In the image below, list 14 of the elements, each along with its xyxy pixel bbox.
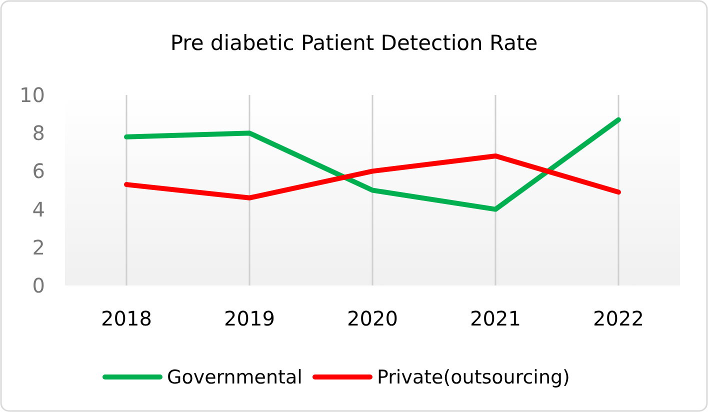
x-tick-label: 2019	[224, 306, 275, 330]
legend-label: Governmental	[167, 366, 302, 389]
y-tick-label: 2	[32, 235, 45, 260]
x-tick-label: 2021	[470, 306, 521, 330]
x-tick-label: 2020	[347, 306, 398, 330]
x-tick-label: 2018	[101, 306, 152, 330]
y-tick-label: 10	[20, 83, 45, 107]
y-tick-label: 0	[32, 274, 45, 298]
chart-title: Pre diabetic Patient Detection Rate	[170, 31, 538, 55]
y-tick-label: 8	[32, 121, 45, 146]
y-tick-label: 6	[32, 159, 45, 184]
x-tick-label: 2022	[593, 306, 644, 330]
y-tick-label: 4	[32, 197, 45, 222]
legend-label: Private(outsourcing)	[377, 366, 570, 389]
